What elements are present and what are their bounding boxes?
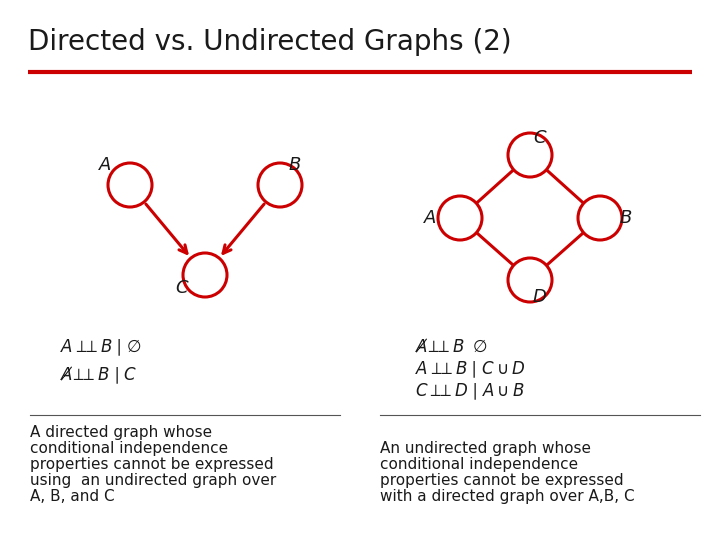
- Text: $\mathit{A}$: $\mathit{A}$: [423, 209, 437, 227]
- Text: A, B, and C: A, B, and C: [30, 489, 114, 504]
- Circle shape: [258, 163, 302, 207]
- Text: using  an undirected graph over: using an undirected graph over: [30, 473, 276, 488]
- Text: properties cannot be expressed: properties cannot be expressed: [380, 473, 624, 488]
- Circle shape: [183, 253, 227, 297]
- Circle shape: [108, 163, 152, 207]
- Text: with a directed graph over A,B, C: with a directed graph over A,B, C: [380, 489, 634, 504]
- Text: $A \perp\!\!\!\perp B \mid \emptyset$: $A \perp\!\!\!\perp B \mid \emptyset$: [60, 338, 142, 359]
- Text: $\mathit{B}$: $\mathit{B}$: [619, 209, 633, 227]
- Text: $\mathit{C}$: $\mathit{C}$: [175, 279, 189, 297]
- Circle shape: [508, 133, 552, 177]
- Text: $A \perp\!\!\!\perp B \mid C \cup D$: $A \perp\!\!\!\perp B \mid C \cup D$: [415, 360, 526, 381]
- Text: $\mathit{D}$: $\mathit{D}$: [533, 288, 547, 306]
- Circle shape: [508, 258, 552, 302]
- Text: An undirected graph whose: An undirected graph whose: [380, 441, 591, 456]
- Text: conditional independence: conditional independence: [380, 457, 578, 472]
- Text: conditional independence: conditional independence: [30, 441, 228, 456]
- Text: $\mathit{A}$: $\mathit{A}$: [98, 156, 112, 174]
- Text: $\mathit{C}$: $\mathit{C}$: [533, 129, 547, 147]
- Text: $A \not\!\perp\!\!\!\perp B \;\; \emptyset$: $A \not\!\perp\!\!\!\perp B \;\; \emptys…: [415, 338, 488, 356]
- Text: A directed graph whose: A directed graph whose: [30, 425, 212, 440]
- Text: $A \not\!\perp\!\!\!\perp B \mid C$: $A \not\!\perp\!\!\!\perp B \mid C$: [60, 365, 138, 387]
- Text: $\mathit{B}$: $\mathit{B}$: [289, 156, 302, 174]
- Text: properties cannot be expressed: properties cannot be expressed: [30, 457, 274, 472]
- Text: $C \perp\!\!\!\perp D \mid A \cup B$: $C \perp\!\!\!\perp D \mid A \cup B$: [415, 382, 524, 402]
- Circle shape: [438, 196, 482, 240]
- Text: Directed vs. Undirected Graphs (2): Directed vs. Undirected Graphs (2): [28, 28, 512, 56]
- Circle shape: [578, 196, 622, 240]
